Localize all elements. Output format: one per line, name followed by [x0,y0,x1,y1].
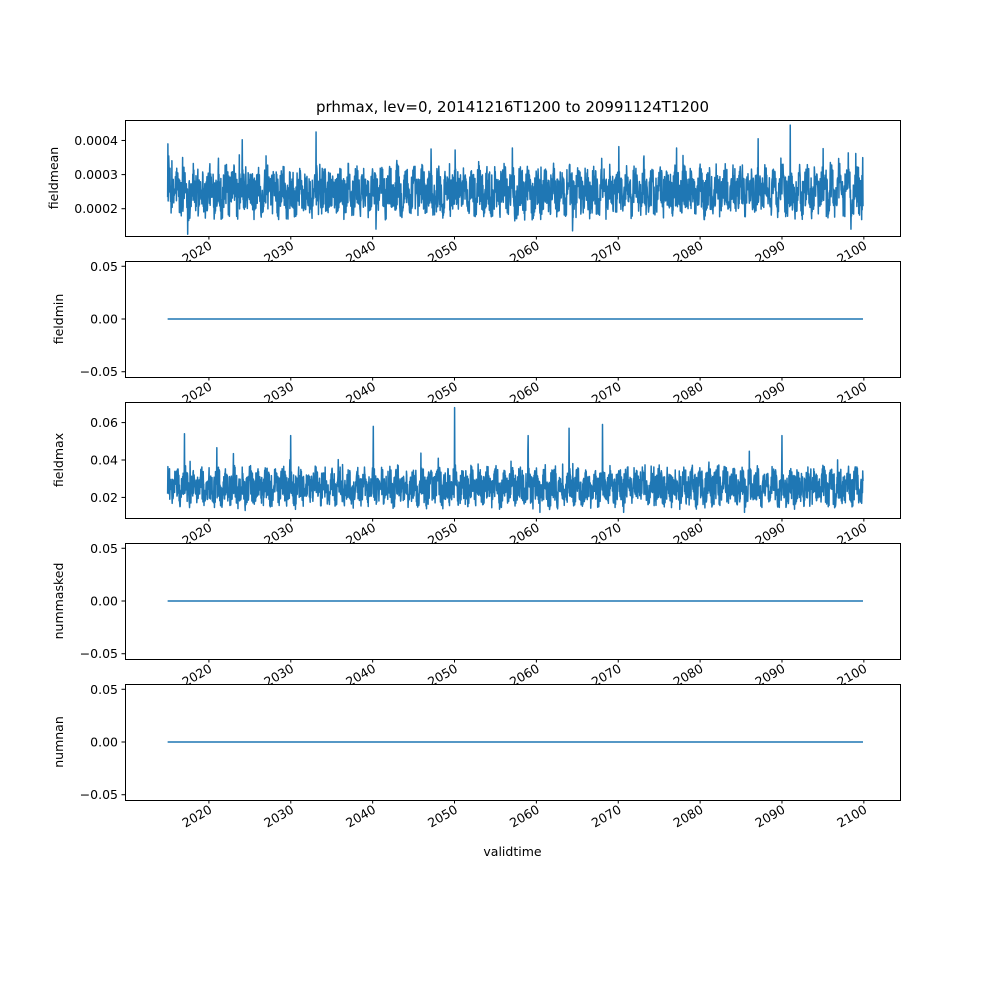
y-tick-label: 0.02 [90,490,118,505]
y-tick-label: 0.00 [90,594,118,609]
y-axis-label: numnan [51,716,66,768]
y-tick-label: 0.0002 [74,201,118,216]
axes-frame [125,684,901,801]
y-tick-label: 0.06 [90,415,118,430]
y-tick-label: 0.05 [90,541,118,556]
y-tick-label: 0.00 [90,735,118,750]
y-tick-label: 0.05 [90,682,118,697]
y-tick-label: −0.05 [80,646,118,661]
y-axis-label: nummasked [51,563,66,640]
series-line-fieldmean [166,124,864,236]
x-axis-label: validtime [483,844,541,859]
series-line-fieldmax [166,406,864,514]
axes-frame [125,120,901,237]
y-tick-label: 0.05 [90,259,118,274]
chart-title: prhmax, lev=0, 20141216T1200 to 20991124… [316,98,709,116]
y-tick-label: 0.04 [90,453,118,468]
y-axis-label: fieldmax [51,433,66,487]
axes-frame [125,261,901,378]
axes-frame [125,402,901,519]
y-axis-label: fieldmean [46,147,61,209]
overlap-mask [125,402,901,519]
y-tick-label: −0.05 [80,787,118,802]
y-tick-label: 0.0003 [74,167,118,182]
y-tick-label: −0.05 [80,364,118,379]
axes-frame [125,543,901,660]
y-axis-label: fieldmin [51,294,66,345]
y-tick-label: 0.00 [90,312,118,327]
y-tick-label: 0.0004 [74,133,118,148]
